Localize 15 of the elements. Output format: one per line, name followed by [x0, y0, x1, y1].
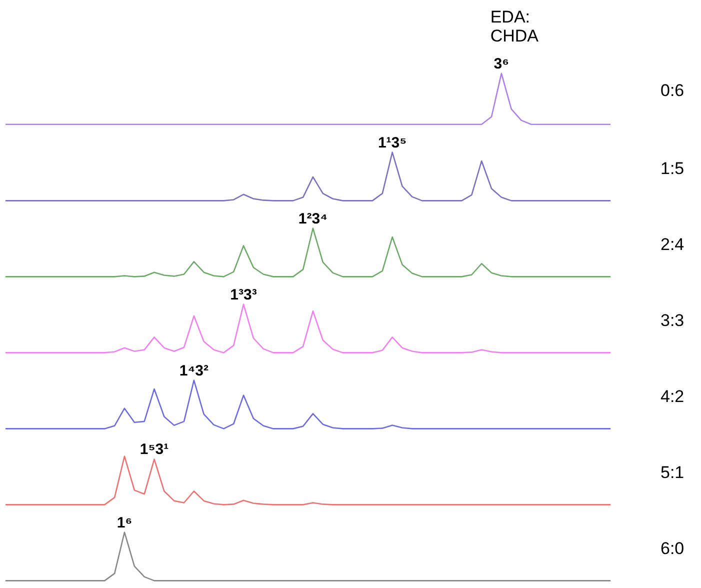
- annotation: 3⁶: [494, 55, 510, 72]
- text: 6:0: [660, 539, 684, 558]
- legend-title: EDA: CHDA: [490, 8, 540, 46]
- annotation: 1²3⁴: [298, 210, 328, 228]
- text: 2:4: [660, 235, 684, 254]
- annotation: 1⁶: [116, 514, 132, 532]
- annotation: 1¹3⁵: [378, 134, 407, 152]
- text: 0:6: [660, 81, 684, 100]
- text: 3:3: [660, 311, 684, 330]
- annotation: 1³3³: [230, 286, 257, 304]
- text: 5:1: [660, 463, 684, 482]
- annotation: 1⁵3¹: [140, 441, 169, 458]
- annotation: 1⁴3²: [179, 362, 208, 380]
- text: 4:2: [660, 387, 684, 406]
- text: 1:5: [660, 159, 684, 178]
